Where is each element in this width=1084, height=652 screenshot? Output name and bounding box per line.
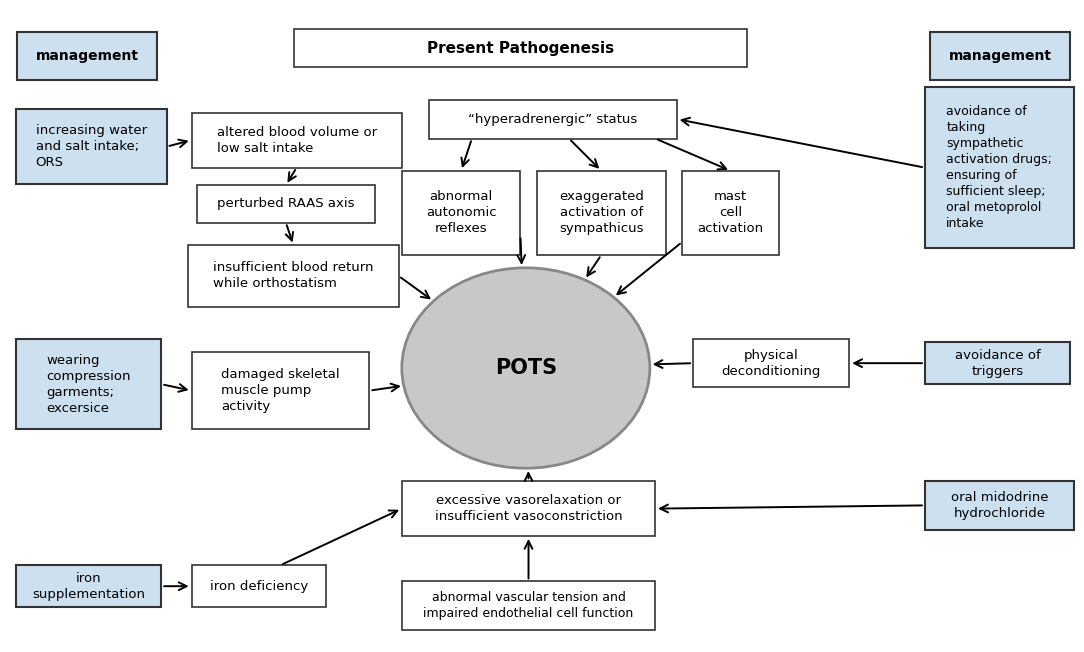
FancyBboxPatch shape	[192, 565, 326, 607]
Text: abnormal vascular tension and
impaired endothelial cell function: abnormal vascular tension and impaired e…	[424, 591, 634, 620]
FancyBboxPatch shape	[402, 481, 655, 536]
Text: wearing
compression
garments;
excersice: wearing compression garments; excersice	[47, 353, 131, 415]
Text: excessive vasorelaxation or
insufficient vasoconstriction: excessive vasorelaxation or insufficient…	[435, 494, 622, 523]
Text: iron
supplementation: iron supplementation	[33, 572, 145, 600]
Text: Present Pathogenesis: Present Pathogenesis	[427, 40, 614, 55]
Text: physical
deconditioning: physical deconditioning	[722, 349, 821, 378]
Text: “hyperadrenergic” status: “hyperadrenergic” status	[468, 113, 637, 126]
FancyBboxPatch shape	[16, 339, 162, 430]
FancyBboxPatch shape	[537, 171, 666, 255]
Text: perturbed RAAS axis: perturbed RAAS axis	[217, 198, 354, 211]
FancyBboxPatch shape	[930, 32, 1070, 80]
FancyBboxPatch shape	[192, 113, 402, 168]
Text: oral midodrine
hydrochloride: oral midodrine hydrochloride	[951, 491, 1048, 520]
Text: POTS: POTS	[494, 358, 557, 378]
FancyBboxPatch shape	[429, 100, 676, 138]
FancyBboxPatch shape	[402, 171, 520, 255]
FancyBboxPatch shape	[16, 110, 167, 184]
Text: increasing water
and salt intake;
ORS: increasing water and salt intake; ORS	[36, 124, 146, 169]
Text: mast
cell
activation: mast cell activation	[698, 190, 764, 235]
FancyBboxPatch shape	[294, 29, 747, 67]
FancyBboxPatch shape	[693, 339, 850, 387]
Text: iron deficiency: iron deficiency	[210, 580, 308, 593]
Text: avoidance of
taking
sympathetic
activation drugs;
ensuring of
sufficient sleep;
: avoidance of taking sympathetic activati…	[946, 105, 1053, 230]
Text: exaggerated
activation of
sympathicus: exaggerated activation of sympathicus	[559, 190, 644, 235]
FancyBboxPatch shape	[925, 87, 1073, 248]
Text: altered blood volume or
low salt intake: altered blood volume or low salt intake	[217, 126, 377, 155]
Text: insufficient blood return
while orthostatism: insufficient blood return while orthosta…	[214, 261, 374, 290]
FancyBboxPatch shape	[925, 342, 1070, 384]
FancyBboxPatch shape	[682, 171, 779, 255]
Text: avoidance of
triggers: avoidance of triggers	[955, 349, 1041, 378]
FancyBboxPatch shape	[189, 245, 399, 306]
Text: abnormal
autonomic
reflexes: abnormal autonomic reflexes	[426, 190, 496, 235]
FancyBboxPatch shape	[16, 32, 157, 80]
FancyBboxPatch shape	[197, 185, 375, 222]
Ellipse shape	[402, 268, 649, 468]
Text: management: management	[948, 49, 1051, 63]
FancyBboxPatch shape	[925, 481, 1073, 529]
FancyBboxPatch shape	[16, 565, 162, 607]
FancyBboxPatch shape	[402, 582, 655, 630]
Text: damaged skeletal
muscle pump
activity: damaged skeletal muscle pump activity	[221, 368, 339, 413]
FancyBboxPatch shape	[192, 352, 370, 430]
Text: management: management	[36, 49, 139, 63]
